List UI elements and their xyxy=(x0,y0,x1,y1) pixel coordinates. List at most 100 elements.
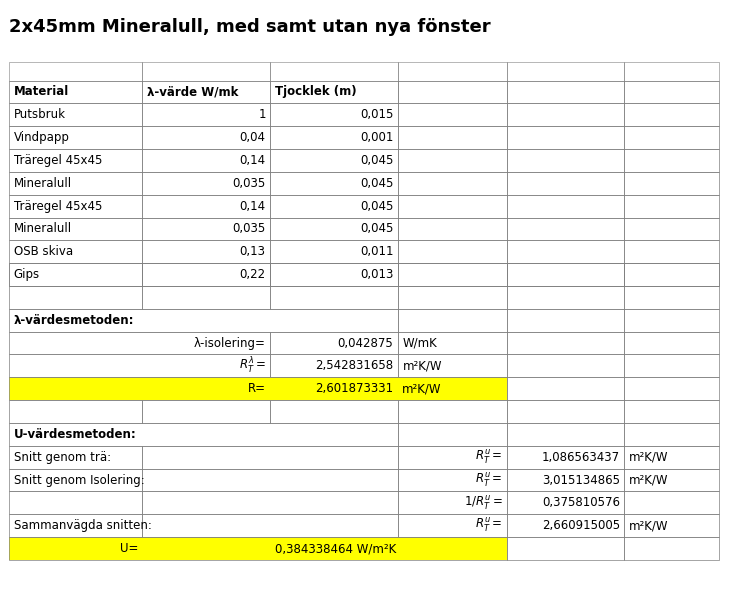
Text: λ-värde W/mk: λ-värde W/mk xyxy=(147,85,239,98)
Bar xyxy=(398,446,507,468)
Text: $R_T^{u}=$: $R_T^{u}=$ xyxy=(475,448,503,466)
Bar xyxy=(507,263,624,286)
Bar xyxy=(270,286,398,309)
Text: W/mK: W/mK xyxy=(403,337,438,350)
Bar xyxy=(398,492,507,514)
Bar xyxy=(9,286,142,309)
Bar xyxy=(9,126,142,149)
Text: 0,045: 0,045 xyxy=(360,177,393,190)
Bar xyxy=(142,103,270,126)
Bar xyxy=(624,263,719,286)
Bar xyxy=(9,377,507,400)
Bar xyxy=(9,468,142,492)
Bar xyxy=(507,263,624,286)
Text: Vindpapp: Vindpapp xyxy=(14,131,70,144)
Bar xyxy=(142,81,270,103)
Text: Snitt genom Isolering:: Snitt genom Isolering: xyxy=(14,474,145,487)
Bar xyxy=(270,355,398,377)
Bar xyxy=(398,286,507,309)
Text: $1/R_T^{u}=$: $1/R_T^{u}=$ xyxy=(464,494,503,512)
Bar xyxy=(624,537,719,560)
Text: 0,013: 0,013 xyxy=(360,268,393,281)
Bar xyxy=(398,263,507,286)
Bar xyxy=(398,468,507,492)
Bar xyxy=(507,446,624,468)
Bar xyxy=(624,423,719,446)
Bar xyxy=(624,355,719,377)
Bar xyxy=(507,218,624,240)
Text: 1,086563437: 1,086563437 xyxy=(542,451,620,464)
Bar xyxy=(9,377,507,400)
Text: Mineralull: Mineralull xyxy=(14,222,72,235)
Bar xyxy=(142,62,270,81)
Text: 0,22: 0,22 xyxy=(239,268,266,281)
Text: 0,045: 0,045 xyxy=(360,200,393,213)
Text: m²K/W: m²K/W xyxy=(629,474,669,487)
Bar xyxy=(9,400,142,423)
Bar xyxy=(270,263,398,286)
Text: m²K/W: m²K/W xyxy=(629,451,669,464)
Text: Mineralull: Mineralull xyxy=(14,177,72,190)
Bar xyxy=(270,81,398,103)
Bar xyxy=(398,355,507,377)
Bar xyxy=(624,400,719,423)
Text: 0,042875: 0,042875 xyxy=(338,337,393,350)
Bar xyxy=(9,218,142,240)
Bar xyxy=(9,149,142,172)
Bar xyxy=(624,149,719,172)
Bar xyxy=(9,423,398,446)
Bar xyxy=(270,126,398,149)
Text: 0,04: 0,04 xyxy=(239,131,266,144)
Bar xyxy=(142,263,270,286)
Bar xyxy=(9,263,142,286)
Bar xyxy=(398,195,507,218)
Bar xyxy=(142,446,398,468)
Bar xyxy=(398,103,507,126)
Text: 0,015: 0,015 xyxy=(360,109,393,122)
Bar xyxy=(507,195,624,218)
Text: 0,384338464 W/m²K: 0,384338464 W/m²K xyxy=(275,542,396,555)
Bar xyxy=(9,446,142,468)
Text: $R_T^{\lambda}=$: $R_T^{\lambda}=$ xyxy=(239,356,266,376)
Bar xyxy=(270,103,398,126)
Bar xyxy=(270,240,398,263)
Bar xyxy=(142,195,270,218)
Bar xyxy=(507,172,624,195)
Bar xyxy=(507,126,624,149)
Text: U=: U= xyxy=(120,542,138,555)
Bar xyxy=(507,103,624,126)
Text: $R_T^{u}=$: $R_T^{u}=$ xyxy=(475,471,503,489)
Bar xyxy=(398,331,507,355)
Bar xyxy=(398,62,507,81)
Bar xyxy=(507,468,624,492)
Bar xyxy=(9,537,507,560)
Bar xyxy=(398,514,507,537)
Bar xyxy=(270,172,398,195)
Bar xyxy=(9,81,142,103)
Bar xyxy=(624,195,719,218)
Bar xyxy=(270,263,398,286)
Text: 0,14: 0,14 xyxy=(239,200,266,213)
Text: 0,14: 0,14 xyxy=(239,154,266,167)
Bar xyxy=(9,514,142,537)
Bar xyxy=(270,62,398,81)
Bar xyxy=(398,263,507,286)
Bar xyxy=(398,81,507,103)
Bar xyxy=(624,126,719,149)
Bar xyxy=(398,126,507,149)
Bar xyxy=(507,537,624,560)
Bar xyxy=(398,149,507,172)
Bar xyxy=(398,400,507,423)
Bar xyxy=(507,492,624,514)
Text: R=: R= xyxy=(247,382,266,396)
Text: 0,001: 0,001 xyxy=(360,131,393,144)
Bar xyxy=(507,355,624,377)
Bar xyxy=(507,400,624,423)
Text: m²K/W: m²K/W xyxy=(629,519,669,533)
Text: 0,035: 0,035 xyxy=(232,222,266,235)
Bar xyxy=(398,172,507,195)
Bar xyxy=(507,331,624,355)
Text: 2,660915005: 2,660915005 xyxy=(542,519,620,533)
Bar xyxy=(624,446,719,468)
Bar xyxy=(624,62,719,81)
